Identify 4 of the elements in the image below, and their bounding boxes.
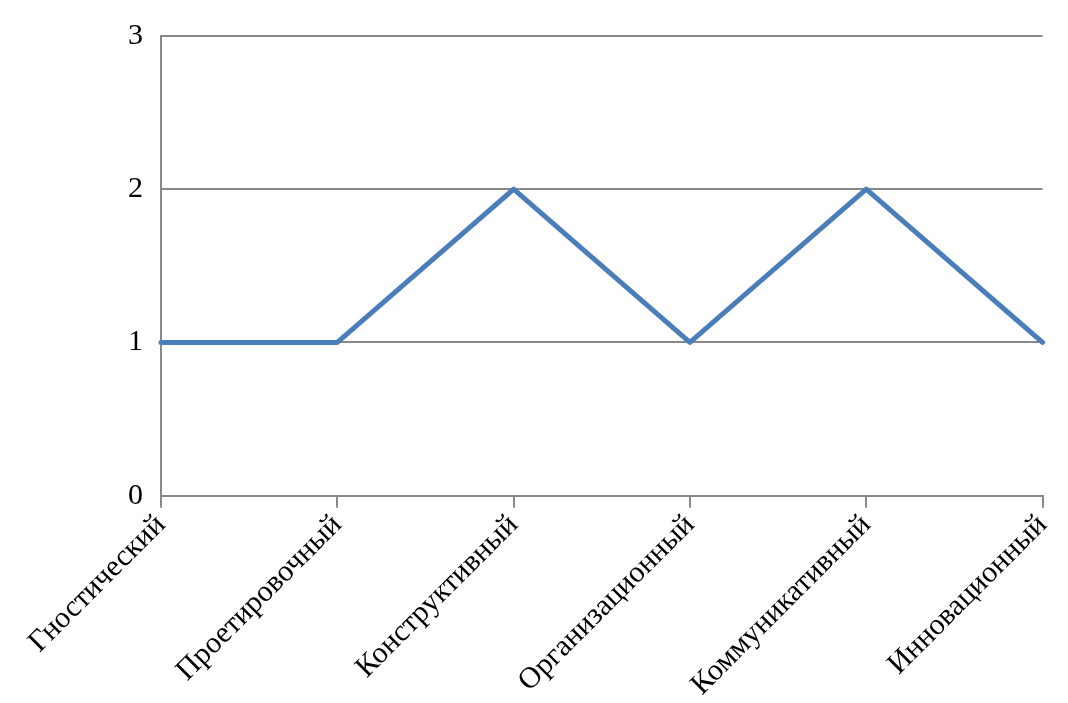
y-tick-label: 0 [128, 476, 143, 510]
y-tick-label: 1 [128, 323, 143, 357]
y-tick-label: 2 [128, 170, 143, 204]
y-tick-label: 3 [128, 16, 143, 50]
